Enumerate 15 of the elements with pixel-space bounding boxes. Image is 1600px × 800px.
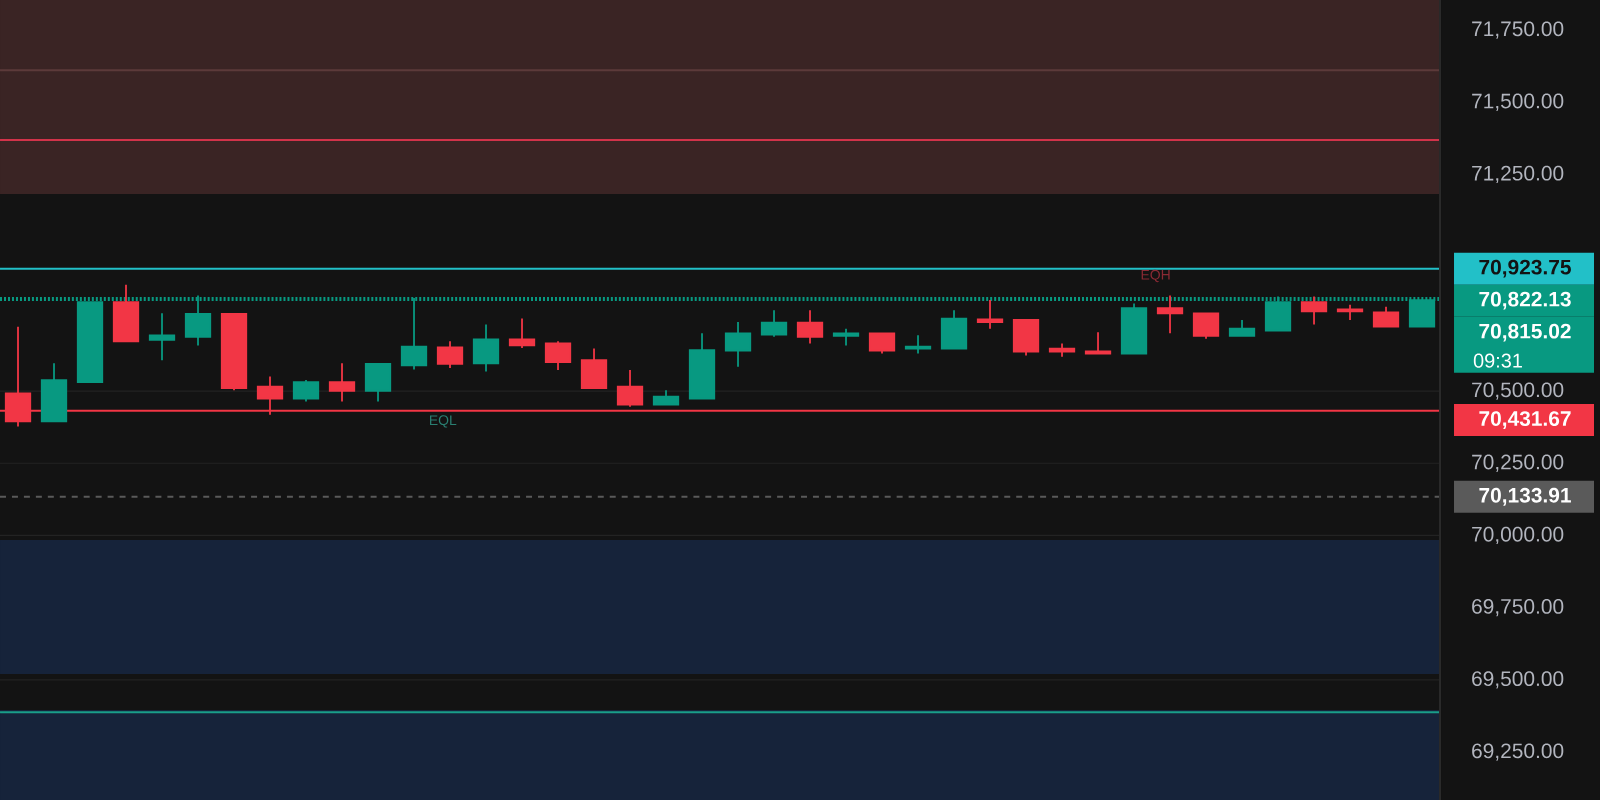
ref-line-label: 70,822.13	[1479, 291, 1571, 310]
y-tick-label: 71,500.00	[1472, 93, 1564, 111]
text: 09:31	[1473, 353, 1522, 368]
ref-line-label: 70,133.91	[1479, 487, 1571, 506]
ref-line-label: 70,431.67	[1479, 411, 1571, 429]
y-tick-label: 70,000.00	[1472, 526, 1564, 545]
y-tick-label: 69,750.00	[1472, 599, 1564, 617]
y-tick-label: 70,500.00	[1472, 382, 1564, 400]
y-tick-label: 69,500.00	[1472, 671, 1564, 689]
y-tick-label: 70,250.00	[1472, 454, 1564, 472]
y-tick-label: 71,750.00	[1472, 21, 1564, 39]
y-tick-label: 71,250.00	[1472, 165, 1564, 184]
y-tick-label: 69,250.00	[1472, 743, 1564, 761]
ref-line-label: 70,923.75	[1479, 259, 1571, 278]
ref-line-label: 70,815.02	[1479, 323, 1571, 342]
